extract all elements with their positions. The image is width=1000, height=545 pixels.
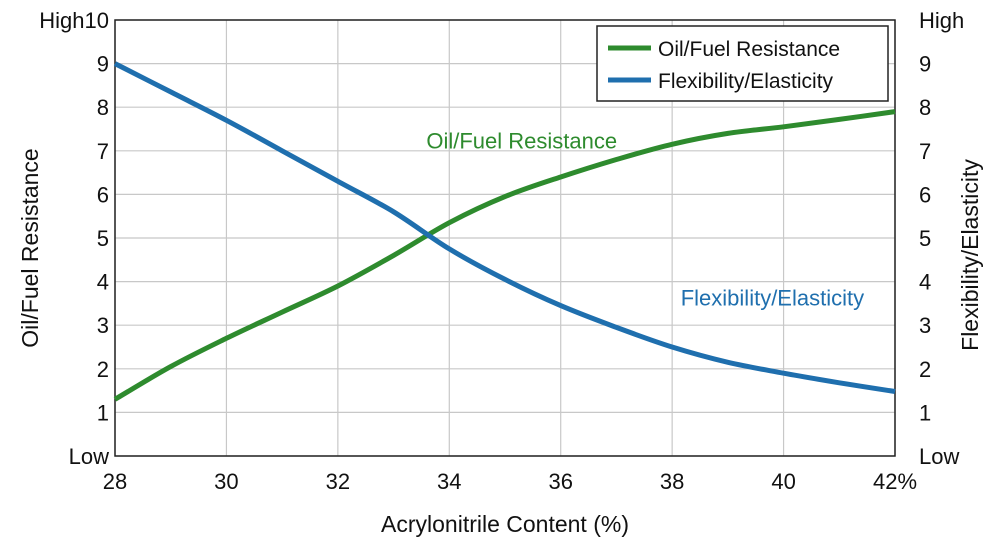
y-tick-label-left: 9 [97, 52, 109, 77]
y-tick-label-right: 9 [919, 52, 931, 77]
y-tick-labels-right: Low 1 2 3 4 5 6 7 8 9 High [919, 8, 964, 469]
x-tick-label: 32 [326, 469, 350, 494]
y-tick-label-right: 4 [919, 270, 931, 295]
y-tick-label-left: 1 [97, 400, 109, 425]
y-tick-label-left: 8 [97, 95, 109, 120]
y-tick-label-left: 3 [97, 313, 109, 338]
y-tick-label-right: Low [919, 444, 959, 469]
y-tick-label-right: 6 [919, 182, 931, 207]
y-tick-label-left: 2 [97, 357, 109, 382]
y-axis-title-right: Flexibility/Elasticity [957, 159, 983, 351]
y-tick-label-right: 2 [919, 357, 931, 382]
y-tick-label-left: High10 [39, 8, 109, 33]
legend: Oil/Fuel Resistance Flexibility/Elastici… [596, 25, 889, 102]
x-axis-title: Acrylonitrile Content (%) [381, 511, 629, 537]
series-lines [113, 61, 896, 402]
x-tick-label: 28 [103, 469, 127, 494]
y-tick-label-left: Low [69, 444, 109, 469]
x-tick-labels: 28 30 32 34 36 38 40 42% [103, 469, 917, 494]
y-axis-title-left: Oil/Fuel Resistance [17, 148, 43, 347]
x-tick-label: 34 [437, 469, 461, 494]
legend-box [596, 25, 889, 102]
x-tick-label: 42% [873, 469, 917, 494]
y-tick-label-left: 4 [97, 270, 109, 295]
y-tick-label-right: 8 [919, 95, 931, 120]
legend-label-oil-fuel: Oil/Fuel Resistance [658, 38, 840, 61]
legend-label-flexibility: Flexibility/Elasticity [658, 70, 834, 93]
y-tick-labels-left: Low 1 2 3 4 5 6 7 8 9 High10 [39, 8, 109, 469]
series-annotation: Oil/Fuel Resistance [426, 129, 617, 154]
y-tick-label-left: 6 [97, 182, 109, 207]
y-tick-label-right: 5 [919, 226, 931, 251]
y-tick-label-right: 7 [919, 139, 931, 164]
x-tick-label: 30 [214, 469, 238, 494]
series-annotation: Flexibility/Elasticity [681, 286, 864, 311]
series-annotations: Oil/Fuel Resistance Flexibility/Elasticit… [426, 129, 864, 311]
plot-frame [114, 19, 896, 457]
y-tick-label-left: 7 [97, 139, 109, 164]
y-tick-label-left: 5 [97, 226, 109, 251]
x-tick-label: 36 [548, 469, 572, 494]
series-line-flexibility-elasticity [113, 61, 896, 394]
y-tick-label-right: 3 [919, 313, 931, 338]
x-tick-label: 40 [771, 469, 795, 494]
y-tick-label-right: High [919, 8, 964, 33]
x-tick-label: 38 [660, 469, 684, 494]
y-tick-label-right: 1 [919, 400, 931, 425]
series-line-oil-fuel-resistance [113, 109, 896, 402]
